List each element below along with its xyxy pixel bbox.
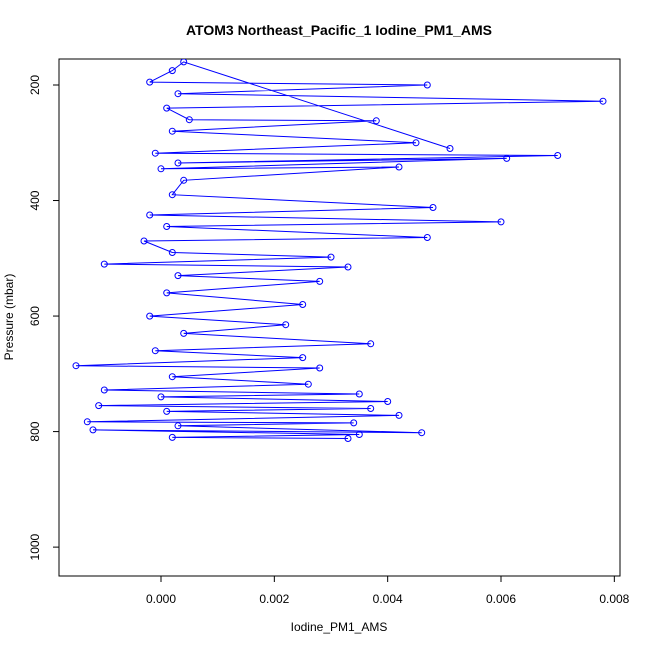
x-tick-label: 0.002 [259,592,289,606]
y-tick-label: 200 [28,75,42,95]
x-tick-label: 0.006 [486,592,516,606]
data-point [174,90,182,98]
data-point [372,117,380,125]
data-point [418,429,426,437]
data-point [180,176,188,184]
data-point [282,321,290,329]
data-point [157,165,165,173]
data-point [446,145,454,152]
data-point [174,159,182,167]
data-point [95,402,103,410]
data-point [163,223,171,230]
data-point [299,301,307,308]
data-point [423,81,431,89]
x-tick-label: 0.000 [146,592,176,606]
data-point [146,312,154,320]
series-line [75,61,604,439]
data-point [168,191,176,199]
data-point [423,234,431,241]
data-point [163,407,171,415]
data-point [89,426,97,434]
y-axis: 200 400 600 800 1000 [28,75,59,560]
data-point [355,431,363,438]
data-point [163,289,171,297]
data-point [140,237,148,245]
data-point [185,116,193,124]
y-axis-label: Pressure (mbar) [2,274,16,361]
data-point [146,78,154,86]
y-tick-label: 400 [28,190,42,210]
data-point [100,260,108,268]
data-point [355,390,363,398]
data-point [163,104,171,112]
chart-title: ATOM3 Northeast_Pacific_1 Iodine_PM1_AMS [186,22,492,38]
x-tick-label: 0.004 [373,592,403,606]
data-point [344,263,352,271]
data-point [168,249,176,256]
data-point [157,393,165,401]
data-point [146,211,154,219]
data-point [554,152,562,159]
data-point [599,97,607,105]
data-point [100,386,108,394]
data-point [395,411,403,419]
data-point [497,218,505,226]
data-point [367,405,375,412]
data-point [299,354,307,362]
data-point [180,329,188,337]
data-point [412,139,420,147]
data-point [168,433,176,441]
data-point [350,419,358,427]
data-point [174,422,182,430]
data-point [395,163,403,171]
plot-frame [58,58,621,577]
y-tick-label: 1000 [28,533,42,560]
data-point [83,418,91,426]
plot-area [72,59,607,442]
data-point [429,204,437,211]
data-point [327,253,335,261]
data-point [168,127,176,135]
y-tick-label: 600 [28,306,42,326]
data-point [151,149,159,157]
x-axis: 0.000 0.002 0.004 0.006 0.008 [146,576,630,606]
x-axis-label: Iodine_PM1_AMS [291,620,388,634]
data-point [168,67,176,75]
data-point [316,277,324,285]
data-point [304,380,312,388]
y-tick-label: 800 [28,421,42,441]
x-tick-label: 0.008 [599,592,629,606]
data-point [503,154,511,162]
data-point [174,272,182,280]
data-point [316,364,324,372]
data-point [384,398,392,405]
data-point [367,340,375,348]
data-point [72,362,80,370]
data-point [180,59,188,66]
data-point [151,347,159,355]
data-point [344,435,352,442]
data-point [168,373,176,381]
